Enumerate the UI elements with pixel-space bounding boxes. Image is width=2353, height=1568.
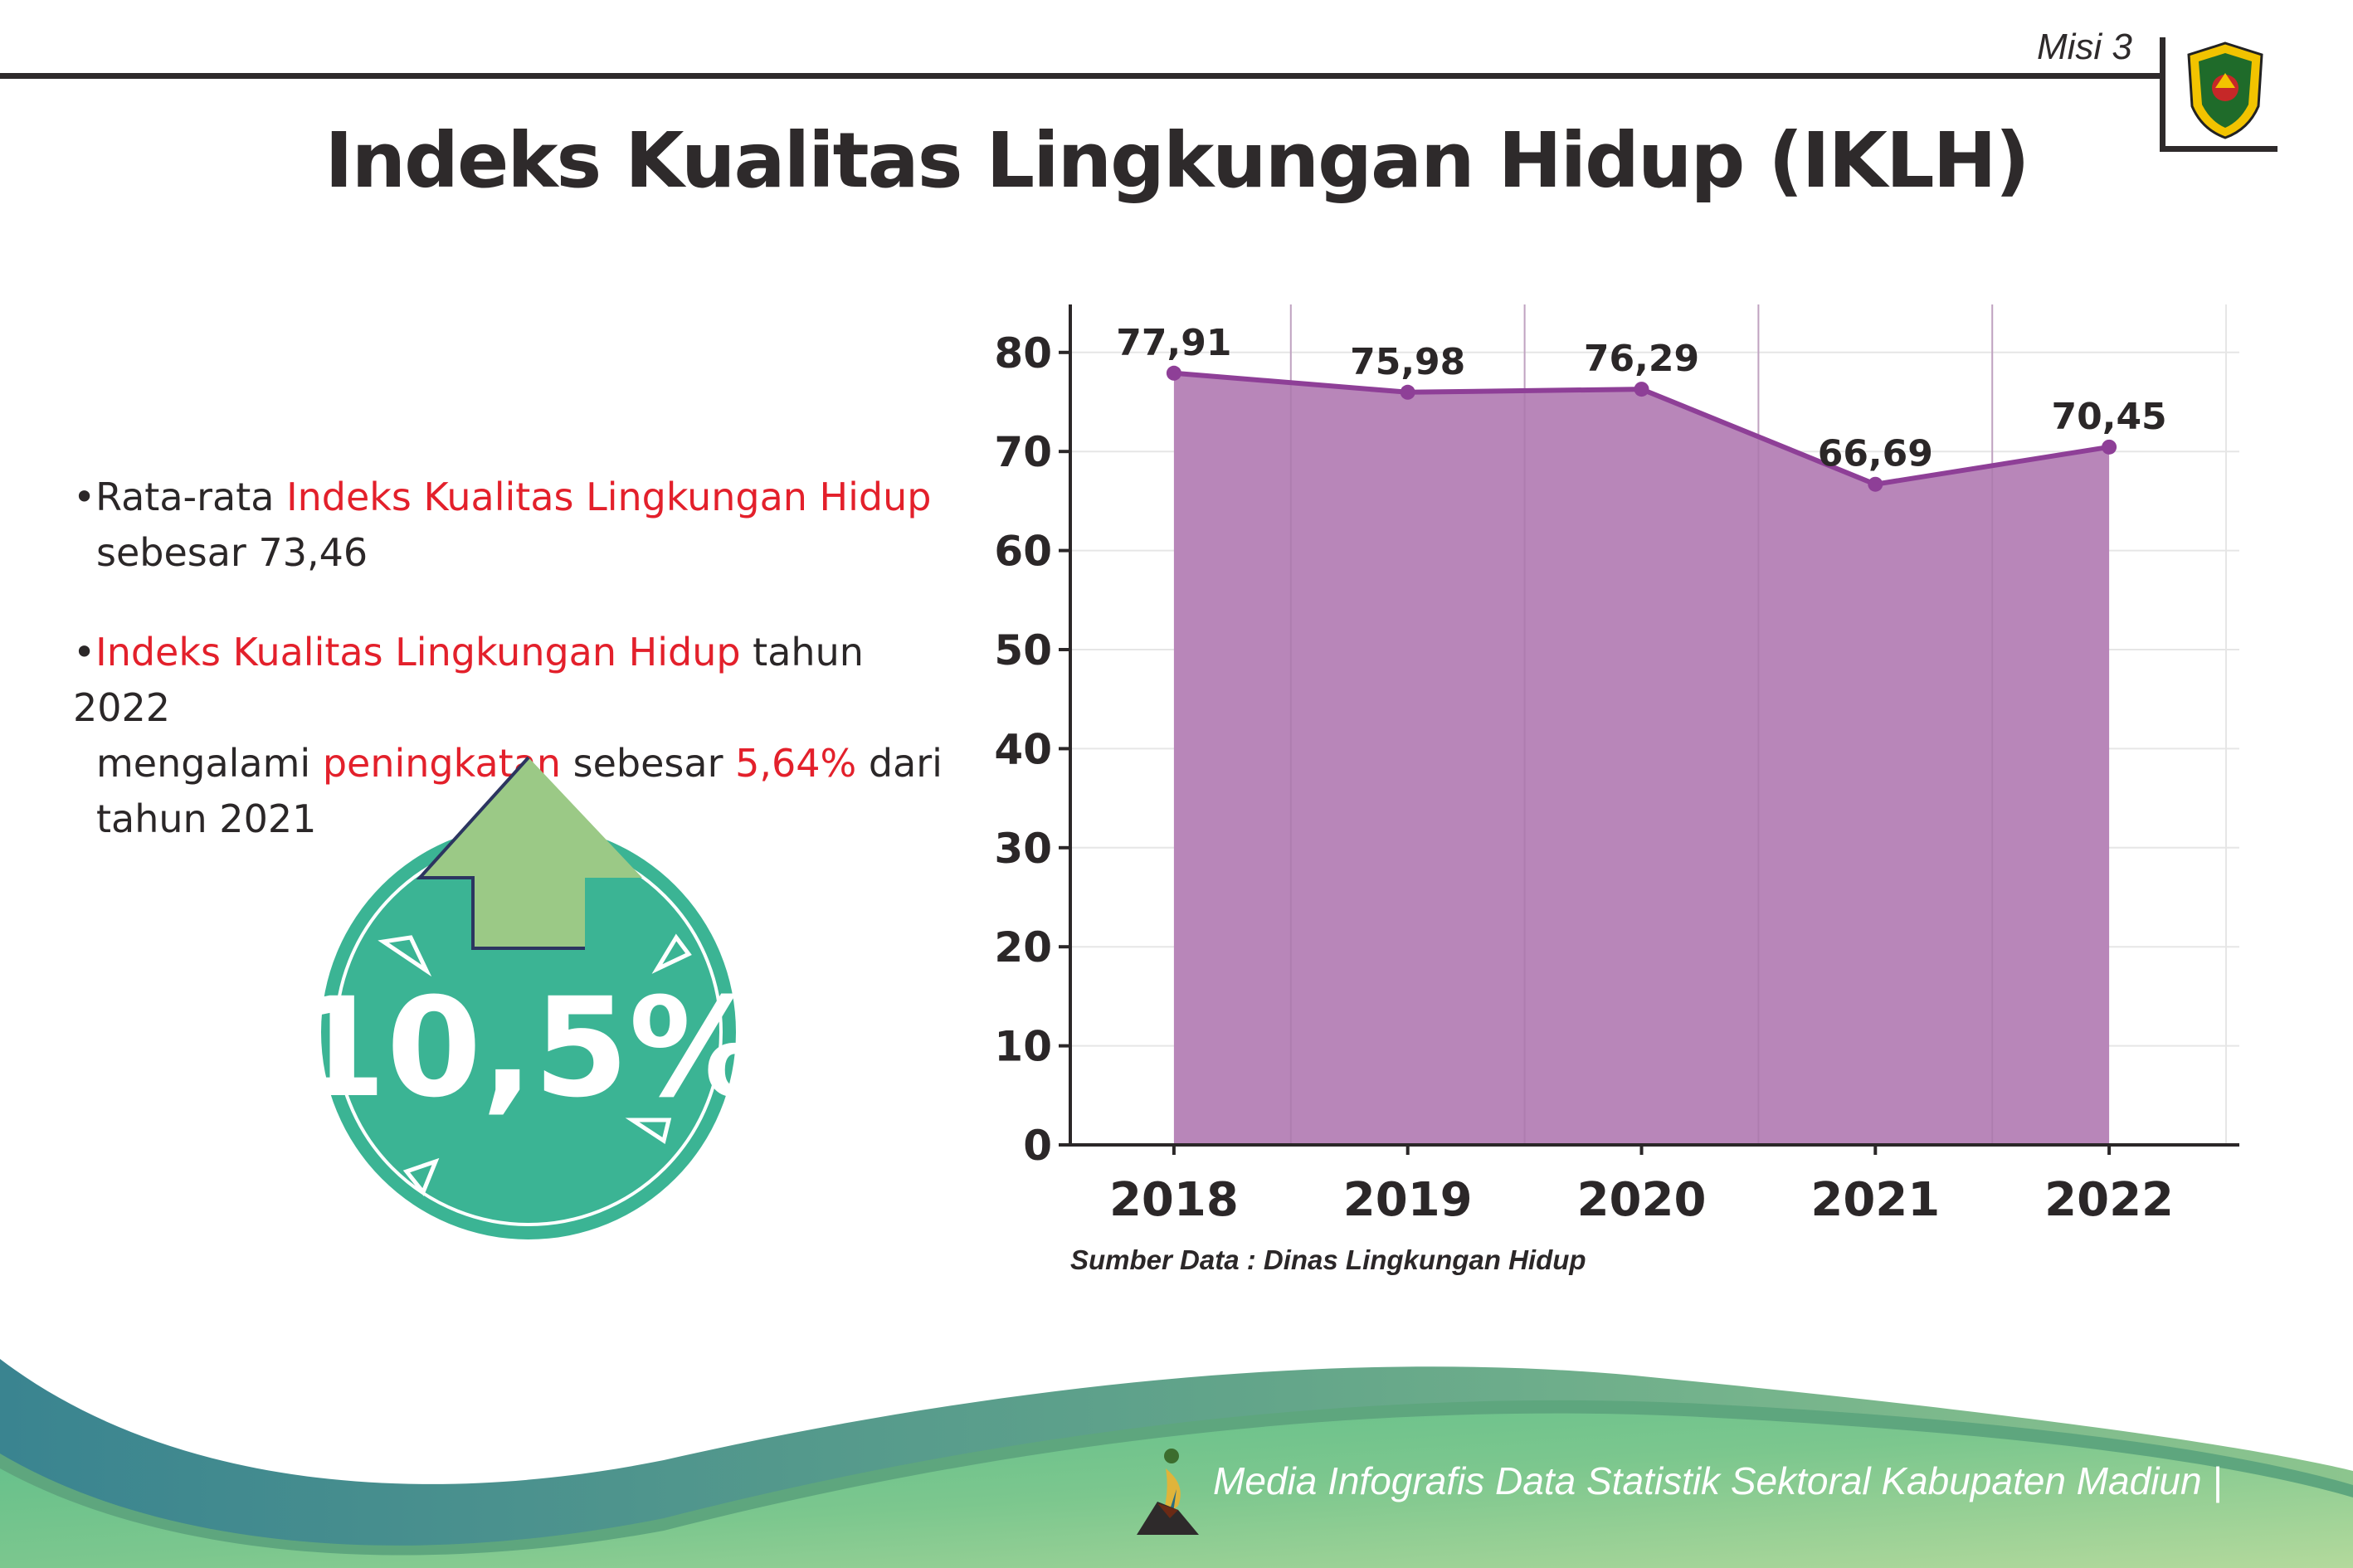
x-tick-label: 2019 [1343,1173,1473,1227]
data-label: 66,69 [1818,433,1933,475]
bullet-text: Rata-rata [95,475,287,519]
y-tick-label: 10 [994,1023,1052,1071]
bullet-highlight: Indeks Kualitas Lingkungan Hidup [286,475,932,519]
bullet-highlight: Indeks Kualitas Lingkungan Hidup [95,630,741,674]
page-title: Indeks Kualitas Lingkungan Hidup (IKLH) [324,116,2029,205]
y-tick-label: 60 [994,528,1052,576]
data-point [1166,365,1181,381]
bullet-text: mengalami [96,741,323,786]
y-tick-label: 80 [994,329,1052,377]
x-tick-label: 2021 [1810,1173,1940,1227]
footer-text: Media Infografis Data Statistik Sektoral… [1213,1459,2223,1502]
y-tick-label: 0 [1023,1122,1052,1170]
area-fill [1173,373,2110,1145]
bullet-average: •Rata-rata Indeks Kualitas Lingkungan Hi… [73,470,952,581]
data-label: 76,29 [1584,338,1699,380]
x-tick-label: 2020 [1577,1173,1707,1227]
bullet-highlight: 5,64% [735,741,857,786]
y-tick-label: 50 [994,626,1052,674]
bullet-text: tahun 2022 [73,630,864,730]
data-label: 70,45 [2052,396,2167,438]
data-label: 75,98 [1350,341,1465,383]
header-bracket-foot [2160,146,2277,152]
bullet-text: sebesar 73,46 [96,530,368,575]
footer-wave [0,1359,2353,1568]
data-point [1634,382,1649,397]
bullet-text: tahun 2021 [96,796,317,841]
y-tick-label: 40 [994,725,1052,773]
data-point [2102,439,2117,455]
x-tick-label: 2018 [1109,1173,1239,1227]
header-bracket [2160,37,2165,152]
iklh-area-chart: 77,91 2018 75,98 2019 76,29 2020 66,69 2021 70,4… [994,304,2239,1227]
media-infografis-logo-icon [1137,1449,1199,1535]
y-tick-label: 70 [994,428,1052,476]
header-rule [0,73,2161,79]
mission-label: Misi 3 [2037,27,2132,67]
data-point [1868,476,1883,492]
data-point [1400,384,1415,400]
bullet-text: dari [856,741,943,786]
x-tick-label: 2022 [2044,1173,2174,1227]
y-tick-label: 20 [994,923,1052,971]
y-tick-label: 30 [994,825,1052,873]
data-label: 77,91 [1116,322,1231,364]
kabupaten-madiun-logo [2187,41,2263,139]
source-note: Sumber Data : Dinas Lingkungan Hidup [1070,1244,1586,1275]
